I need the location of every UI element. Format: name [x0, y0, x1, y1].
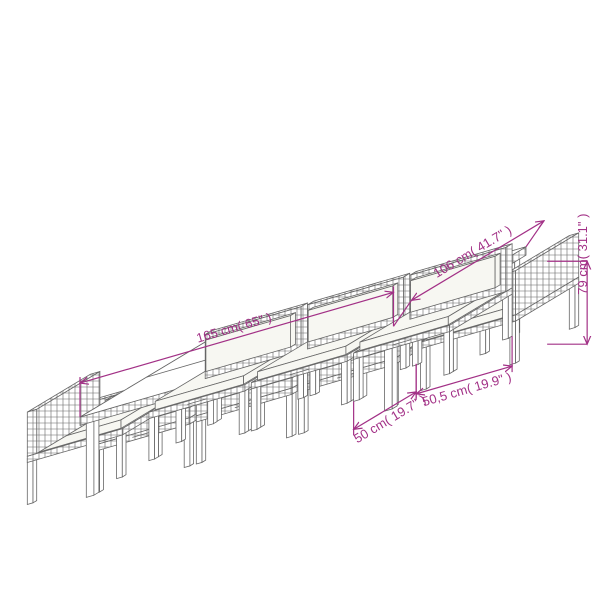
dimension-drawing: 165 cm( 65" )106 cm( 41.7" )79 cm( 31.1"… [0, 0, 600, 600]
dimension-label: 79 cm( 31.1" ) [575, 214, 590, 295]
furniture-set [27, 233, 578, 505]
